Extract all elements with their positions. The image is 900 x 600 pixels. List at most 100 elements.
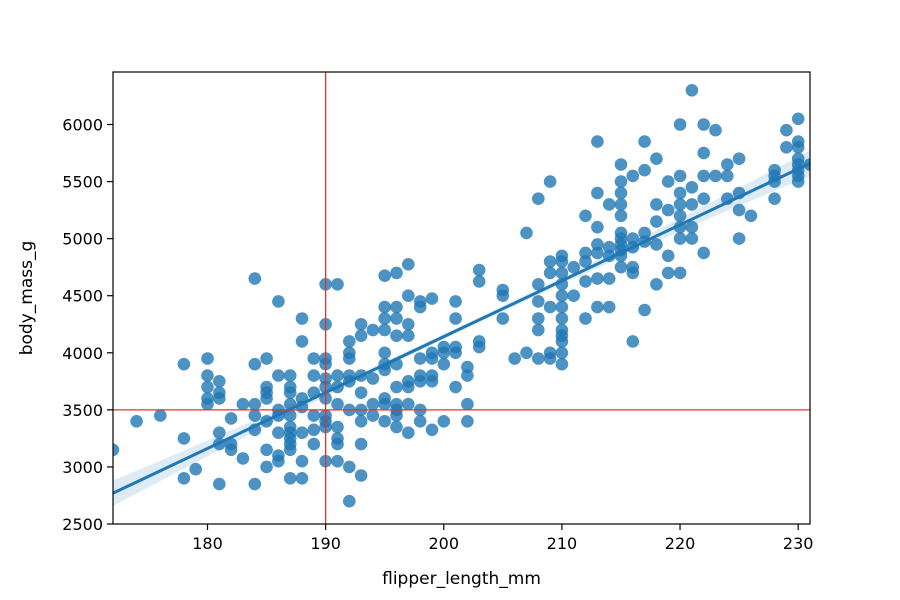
data-point [449, 380, 462, 394]
data-point [579, 255, 592, 268]
data-point [248, 477, 262, 491]
data-point [579, 312, 592, 325]
data-point [602, 272, 616, 285]
data-point [685, 232, 699, 245]
y-tick-label: 5500 [62, 173, 103, 192]
regression-line-layer [113, 161, 810, 495]
data-point [449, 312, 462, 325]
data-point [673, 209, 687, 223]
data-point [402, 426, 415, 440]
data-point [390, 380, 403, 394]
data-point [295, 426, 309, 440]
data-point [461, 415, 474, 428]
data-point [650, 152, 663, 165]
data-point [732, 203, 746, 217]
data-point [402, 318, 415, 331]
data-point [213, 426, 226, 440]
data-point [366, 397, 380, 411]
data-point [283, 472, 297, 485]
data-point [780, 141, 793, 154]
data-point [307, 423, 321, 437]
data-point [390, 312, 403, 325]
x-tick-label: 220 [665, 534, 696, 553]
data-point [354, 437, 368, 451]
data-point [378, 269, 392, 283]
data-point [224, 412, 238, 425]
y-tick-label: 4500 [62, 287, 103, 306]
data-point [591, 186, 604, 200]
data-point [532, 192, 545, 205]
data-point [213, 375, 226, 388]
data-point [591, 220, 604, 234]
data-point [685, 220, 699, 234]
data-point [201, 397, 214, 411]
data-point [283, 386, 297, 400]
data-point [520, 346, 533, 360]
data-point [555, 300, 569, 314]
data-point [236, 397, 250, 411]
data-point [721, 169, 734, 183]
data-point [295, 335, 309, 348]
data-point [697, 146, 710, 160]
data-point [567, 289, 580, 303]
data-point [543, 175, 557, 188]
data-point [697, 118, 710, 131]
y-tick-label: 5000 [62, 230, 103, 249]
data-point [744, 209, 758, 223]
data-point [402, 258, 415, 271]
data-point [449, 295, 462, 308]
data-point [614, 158, 628, 171]
data-point [555, 357, 569, 371]
data-point [260, 460, 273, 474]
data-point [402, 289, 415, 303]
data-point [413, 300, 427, 314]
x-axis-ticks: 180 190 200 210 220 230 [192, 524, 813, 553]
data-point [378, 415, 392, 428]
data-point [189, 462, 202, 476]
data-point [354, 469, 368, 482]
data-point [673, 169, 687, 183]
y-axis-ticks: 2500 3000 3500 4000 4500 5000 5500 6000 [62, 116, 113, 534]
regression-line [113, 161, 810, 495]
x-tick-label: 210 [547, 534, 578, 553]
data-point [732, 232, 746, 245]
data-point [650, 238, 663, 251]
data-point [331, 437, 344, 451]
data-point [555, 346, 569, 360]
data-point [532, 312, 545, 325]
data-point [366, 372, 380, 385]
data-point [295, 454, 309, 468]
data-point [343, 494, 356, 508]
data-point [591, 272, 604, 285]
data-point [555, 335, 569, 348]
data-point [626, 335, 640, 348]
data-point [532, 323, 545, 337]
data-point [354, 329, 368, 343]
data-point [472, 275, 486, 288]
data-point [130, 415, 143, 428]
data-point [402, 329, 415, 343]
data-point [543, 352, 557, 365]
data-point [413, 352, 427, 365]
data-point [248, 357, 262, 371]
data-point [614, 186, 628, 200]
y-axis-label: body_mass_g [17, 241, 37, 356]
data-point [673, 118, 687, 131]
data-point [354, 386, 368, 400]
data-point [295, 312, 309, 325]
data-point [472, 263, 486, 277]
data-point [366, 323, 380, 337]
x-tick-label: 190 [310, 534, 341, 553]
data-point [201, 352, 214, 365]
data-point [331, 369, 344, 382]
data-point [461, 397, 474, 411]
data-point [697, 246, 710, 260]
data-point [661, 203, 675, 217]
data-point [638, 163, 651, 177]
data-point [248, 409, 262, 422]
data-point [402, 397, 415, 411]
data-point [177, 432, 191, 445]
data-point [331, 420, 344, 434]
data-point [543, 266, 557, 280]
